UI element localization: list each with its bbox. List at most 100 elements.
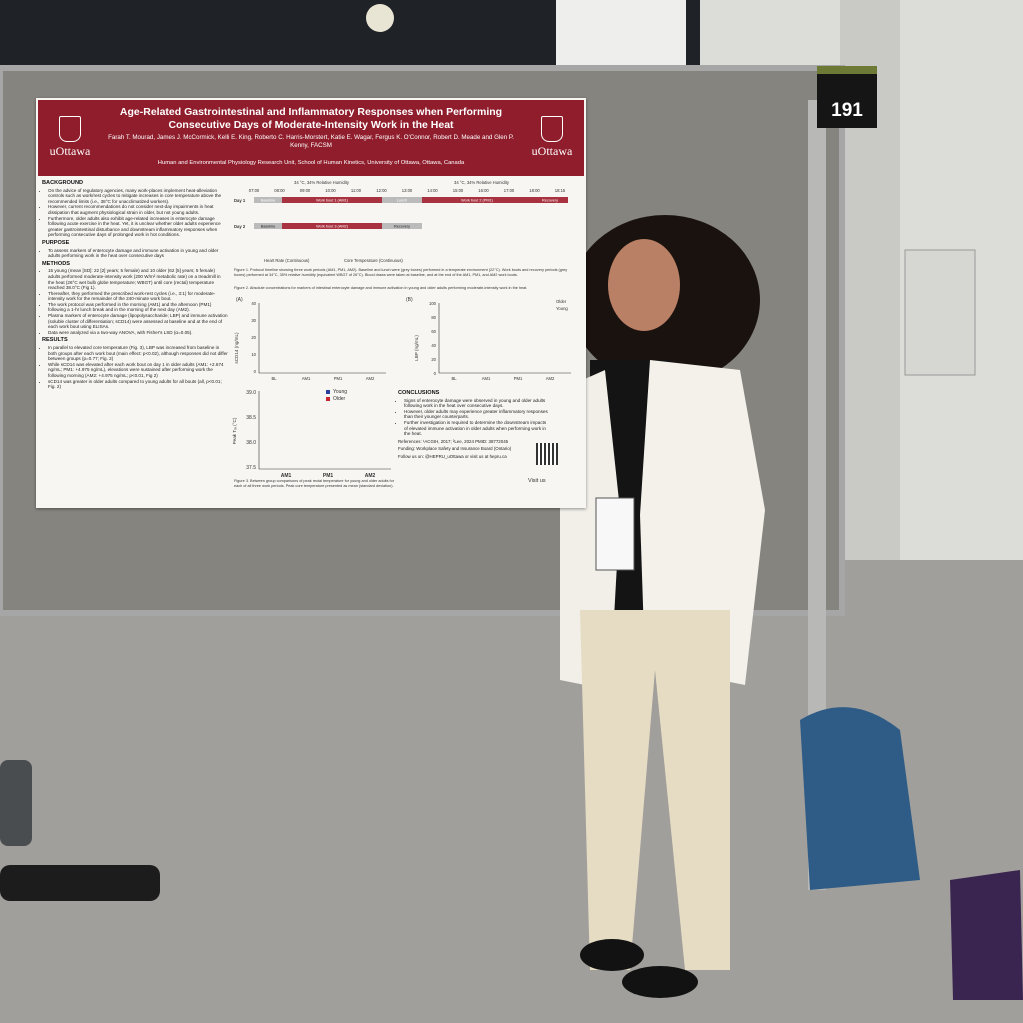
segment-label: Work bout 3 (AM2) (316, 225, 349, 229)
time-label: 09:00 (300, 188, 311, 193)
figure-3: Peak Tᵣₑ (°C) 39.0 38.5 38.0 37.5 AM1 PM1 AM2 Yo… (232, 389, 391, 478)
category-label: PM1 (514, 376, 523, 381)
bullet-item: Plasma markers of enterocyte damage (lip… (48, 313, 228, 330)
timeline-figure: 34 °C, 34% Relative Humidity 34 °C, 34% R… (234, 180, 568, 263)
time-label: 16:00 (478, 188, 489, 193)
sign-panel (556, 0, 686, 76)
tick-label: 0 (434, 371, 437, 376)
axis-label: sCD14 (ng/mL) (234, 332, 239, 364)
funding: Funding: Workplace Safety and Insurance … (398, 446, 512, 452)
legend-label: Young (333, 389, 347, 395)
bullet-list: On the advice of regulatory agencies, ma… (42, 188, 228, 238)
category-label: PM1 (334, 376, 343, 381)
section-heading: BACKGROUND (42, 180, 84, 186)
time-label: 07:00 (249, 188, 260, 193)
bullet-item: However, older adults may experience gre… (404, 409, 548, 420)
bullet-item: Signs of enterocyte damage were observed… (404, 398, 548, 409)
axis-label: LBP (ng/mL) (414, 335, 419, 361)
category-label: PM1 (323, 473, 334, 478)
logo: uOttawa (524, 116, 580, 159)
bullet-list: To assess markers of enterocyte damage a… (42, 248, 228, 259)
bullet-item: To assess markers of enterocyte damage a… (48, 248, 228, 259)
section-heading: CONCLUSIONS (398, 390, 440, 396)
poster-header: uOttawa Age-Related Gastrointestinal and… (38, 100, 584, 176)
timeline-bar (382, 223, 422, 229)
category-label: AM2 (366, 376, 375, 381)
panel-label: (B) (406, 297, 413, 303)
qr-code (536, 443, 558, 465)
logo: uOttawa (42, 116, 98, 159)
legend-swatch (326, 390, 330, 394)
references: References: ¹ACGIH, 2017; ²Lee, 2024 PMI… (398, 438, 509, 444)
timeline-bar (282, 197, 382, 203)
bullet-list: In parallel to elevated core temperature… (42, 345, 228, 390)
trousers (580, 610, 730, 970)
bullet-item: Thereafter, they performed the prescribe… (48, 291, 228, 302)
time-label: 14:00 (427, 188, 438, 193)
segment-label: Work bout 1 (AM1) (316, 199, 349, 203)
segment-label: Recovery (542, 199, 558, 203)
tick-label: 0 (254, 369, 257, 374)
axis-line (258, 303, 571, 374)
day-label: Day 2 (234, 224, 246, 229)
time-label: 13:00 (402, 188, 413, 193)
timeline-bar (254, 223, 282, 229)
bullet-item: In parallel to elevated core temperature… (48, 345, 228, 362)
axis-label: Peak Tᵣₑ (°C) (232, 417, 237, 444)
legend-label: Heart Rate (Continuous) (264, 258, 310, 263)
shield-icon (541, 116, 563, 142)
section-heading: METHODS (42, 260, 70, 267)
bullet-item: Further investigation is required to det… (404, 420, 548, 437)
badge (595, 497, 635, 571)
tick-label: 20 (251, 335, 256, 340)
segment-label: Recovery (394, 225, 410, 229)
day-label: Day 1 (234, 198, 246, 203)
shoe (580, 939, 644, 971)
bullet-item: While sCD14 was elevated after each work… (48, 362, 228, 379)
category-label: AM2 (365, 473, 376, 478)
tick-label: 100 (429, 301, 437, 306)
poster-title: Age-Related Gastrointestinal and Inflamm… (119, 106, 503, 131)
time-label: 18:15 (555, 188, 566, 193)
left-column: BACKGROUND On the advice of regulatory ag… (42, 178, 228, 390)
shoe (622, 966, 698, 998)
poster-tube (0, 865, 160, 901)
segment-label: Work bout 2 (PM1) (461, 199, 494, 203)
tick-label: 38.5 (246, 415, 256, 421)
timeline-bar (282, 223, 382, 229)
authors: Farah T. Mourad, James J. McCormick, Kel… (108, 134, 514, 149)
time-label: 10:00 (325, 188, 336, 193)
legend-label: Core Temperature (Continuous) (344, 258, 403, 263)
legend-label: Older (556, 299, 567, 304)
bullet-item: sCD14 was greater in older adults compar… (48, 379, 228, 390)
bullet-list: 15 young (mean [SD]: 22 [2] years; 5 fem… (42, 268, 228, 335)
panel-label: (A) (236, 297, 243, 303)
figure-2: (A) (B)sCD14 (ng/mL) LBP (ng/mL)4030201001… (234, 297, 571, 381)
logo-text: uOttawa (531, 144, 573, 158)
condition-label: 34 °C, 34% Relative Humidity (454, 180, 510, 185)
affiliation: Human and Environmental Physiology Resea… (157, 160, 465, 166)
timeline-bar (422, 197, 532, 203)
figure-caption: Figure 2. Absolute concentrations for ma… (234, 286, 528, 290)
section-heading: RESULTS (42, 337, 68, 344)
figure-caption: Figure 1. Protocol timeline showing thre… (234, 268, 568, 277)
bullet-item: Data were analyzed via a two-way ANOVA, … (48, 330, 228, 336)
time-label: 12:00 (376, 188, 387, 193)
face (608, 239, 680, 331)
axis-line (258, 391, 391, 470)
tick-label: 40 (431, 343, 436, 348)
tick-label: 40 (251, 301, 256, 306)
ceiling-light (366, 4, 394, 32)
logo-text: uOttawa (49, 144, 91, 158)
bag (950, 870, 1023, 1000)
segment-label: Baseline (261, 199, 276, 203)
shield-icon (59, 116, 81, 142)
tick-label: 80 (431, 315, 436, 320)
tick-label: 10 (251, 352, 256, 357)
bullet-item: On the advice of regulatory agencies, ma… (48, 188, 228, 205)
conclusions: CONCLUSIONS Signs of enterocyte damage w… (398, 388, 548, 460)
visit-text: Visit us (528, 478, 546, 484)
time-label: 11:00 (351, 188, 362, 193)
time-label: 08:00 (274, 188, 285, 193)
